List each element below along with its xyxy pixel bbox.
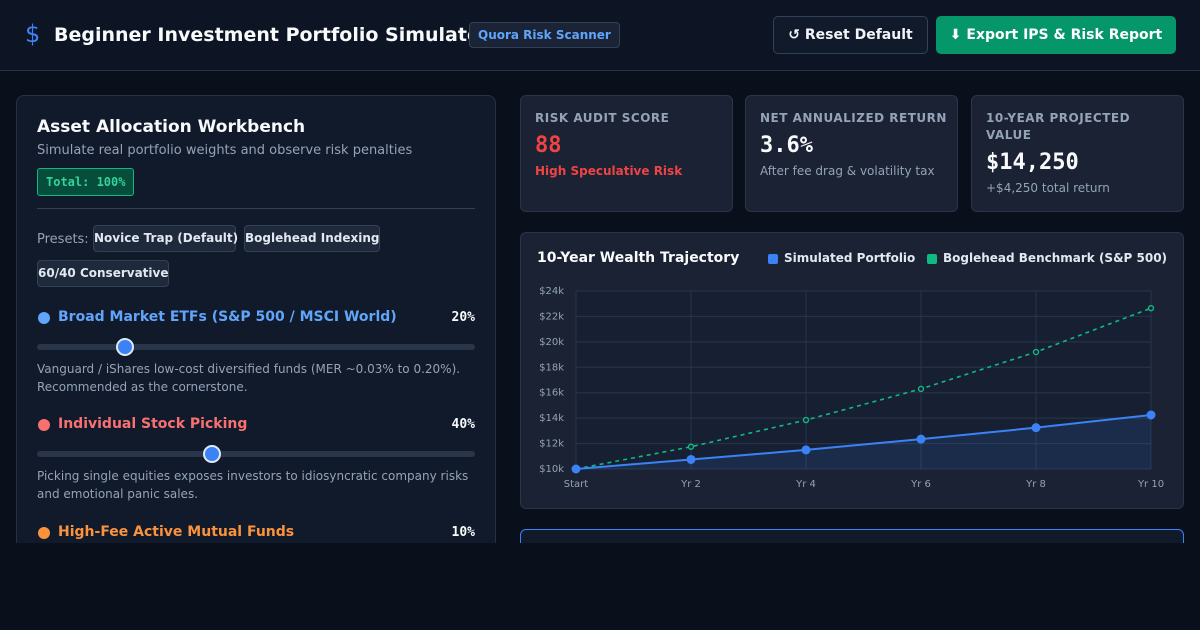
legend-label-benchmark: Boglehead Benchmark (S&P 500) — [943, 251, 1168, 265]
legend-label-portfolio: Simulated Portfolio — [784, 251, 916, 265]
projected-value-label: 10-YEAR PROJECTED VALUE — [986, 111, 1131, 142]
asset-pct-stocks: 40% — [451, 417, 475, 432]
wealth-trajectory-chart: $10k $12k $14k $16k $18k $20k $22k $24k Start Yr … — [539, 286, 1164, 490]
preset-boglehead-button[interactable]: Boglehead Indexing — [244, 225, 380, 252]
benchmark-point — [802, 416, 810, 424]
export-report-button[interactable]: ⬇ Export IPS & Risk Report — [936, 16, 1176, 54]
asset-color-dot — [38, 527, 50, 539]
benchmark-point — [1147, 304, 1155, 312]
asset-pct-mutual-funds: 10% — [451, 525, 475, 540]
y-tick-label: $22k — [539, 311, 564, 322]
analysis-panel — [520, 529, 1184, 543]
plot-area — [576, 291, 1151, 469]
portfolio-point — [571, 464, 581, 474]
asset-desc-etfs: Vanguard / iShares low-cost diversified … — [37, 362, 461, 394]
asset-name-etfs: Broad Market ETFs (S&P 500 / MSCI World) — [58, 309, 397, 325]
allocation-workbench-panel: Asset Allocation Workbench Simulate real… — [16, 95, 496, 543]
reset-default-button[interactable]: ↺ Reset Default — [773, 16, 928, 54]
net-return-card: NET ANNUALIZED RETURN 3.6% After fee dra… — [745, 95, 958, 212]
app-title: Beginner Investment Portfolio Simulator — [54, 24, 490, 46]
x-tick-label: Yr 10 — [1137, 479, 1164, 490]
y-tick-label: $20k — [539, 337, 564, 348]
asset-pct-etfs: 20% — [451, 310, 475, 325]
legend-swatch-benchmark — [927, 254, 937, 264]
legend-swatch-portfolio — [768, 254, 778, 264]
risk-score-label: RISK AUDIT SCORE — [535, 111, 670, 125]
chart-title: 10-Year Wealth Trajectory — [537, 250, 740, 266]
workbench-title: Asset Allocation Workbench — [37, 117, 306, 137]
benchmark-point — [1032, 348, 1040, 356]
y-tick-label: $16k — [539, 388, 564, 399]
x-tick-label: Start — [564, 479, 589, 490]
y-tick-label: $12k — [539, 439, 564, 450]
benchmark-point — [917, 385, 925, 393]
divider — [37, 208, 475, 209]
net-return-note: After fee drag & volatility tax — [760, 164, 935, 178]
preset-60-40-button[interactable]: 60/40 Conservative — [37, 260, 169, 287]
slider-track-stocks[interactable] — [37, 445, 475, 463]
portfolio-line — [575, 413, 1152, 470]
asset-color-dot — [38, 312, 50, 324]
risk-level-text: High Speculative Risk — [535, 164, 683, 178]
asset-name-stocks: Individual Stock Picking — [58, 416, 248, 432]
risk-score-value: 88 — [535, 133, 562, 158]
x-tick-label: Yr 6 — [910, 479, 931, 490]
risk-scanner-badge[interactable]: Quora Risk Scanner — [469, 22, 620, 48]
allocation-total-badge: Total: 100% — [37, 168, 135, 196]
y-tick-label: $14k — [539, 413, 564, 424]
workbench-subtitle: Simulate real portfolio weights and obse… — [37, 143, 413, 158]
presets-label: Presets: — [37, 232, 89, 247]
benchmark-point — [687, 443, 695, 450]
wealth-trajectory-chart-panel: $10k $12k $14k $16k $18k $20k $22k $24k Start Yr … — [520, 232, 1184, 509]
y-tick-label: $18k — [539, 362, 564, 373]
portfolio-area — [576, 414, 1151, 469]
y-tick-label: $24k — [539, 286, 564, 297]
slider-track-etfs[interactable] — [37, 338, 475, 356]
x-tick-label: Yr 8 — [1025, 479, 1046, 490]
net-return-label: NET ANNUALIZED RETURN — [760, 111, 947, 125]
slider-thumb-etfs[interactable] — [115, 338, 134, 356]
main-content: Asset Allocation Workbench Simulate real… — [0, 71, 1200, 543]
portfolio-point — [686, 454, 696, 464]
total-return-note: +$4,250 total return — [986, 181, 1110, 195]
dollar-icon: $ — [25, 20, 41, 48]
projected-value-card: 10-YEAR PROJECTED VALUE $14,250 +$4,250 … — [971, 95, 1184, 212]
x-tick-label: Yr 2 — [680, 479, 701, 490]
asset-name-mutual-funds: High-Fee Active Mutual Funds — [58, 524, 295, 540]
portfolio-point — [1031, 423, 1041, 433]
asset-color-dot — [38, 419, 50, 431]
benchmark-line — [575, 307, 1152, 470]
slider-thumb-stocks[interactable] — [203, 445, 222, 463]
x-tick-label: Yr 4 — [795, 479, 816, 490]
asset-desc-stocks: Picking single equities exposes investor… — [37, 469, 469, 501]
portfolio-point — [801, 445, 811, 455]
portfolio-point — [1146, 410, 1156, 420]
preset-novice-trap-button[interactable]: Novice Trap (Default) — [93, 225, 238, 252]
projected-value-amount: $14,250 — [986, 150, 1079, 175]
net-return-value: 3.6% — [760, 133, 813, 158]
app-header: $ Beginner Investment Portfolio Simulato… — [0, 0, 1200, 71]
y-tick-label: $10k — [539, 464, 564, 475]
risk-score-card: RISK AUDIT SCORE 88 High Speculative Ris… — [520, 95, 733, 212]
portfolio-point — [916, 434, 926, 444]
